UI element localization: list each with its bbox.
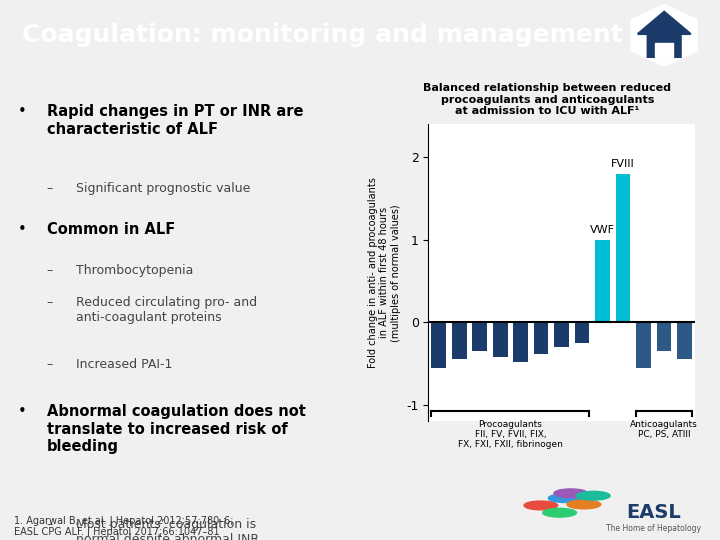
- Bar: [472, 322, 487, 351]
- Text: –: –: [47, 357, 53, 370]
- Bar: [678, 322, 692, 359]
- Text: Common in ALF: Common in ALF: [47, 222, 175, 237]
- Text: •: •: [18, 222, 27, 237]
- Bar: [636, 322, 651, 368]
- Text: •: •: [18, 404, 27, 420]
- Y-axis label: Fold change in anti- and procoagulants
in ALF within first 48 hours
(multiples o: Fold change in anti- and procoagulants i…: [367, 177, 401, 368]
- Text: Significant prognostic value: Significant prognostic value: [76, 183, 250, 195]
- Text: FVIII: FVIII: [611, 159, 635, 168]
- Circle shape: [543, 508, 577, 517]
- Text: –: –: [47, 183, 53, 195]
- Text: Anticoagulants
PC, PS, ATIII: Anticoagulants PC, PS, ATIII: [630, 420, 698, 439]
- Bar: [595, 240, 610, 322]
- Text: Coagulation: monitoring and management: Coagulation: monitoring and management: [22, 23, 622, 47]
- Text: •: •: [18, 104, 27, 119]
- Text: Increased PAI-1: Increased PAI-1: [76, 357, 172, 370]
- Polygon shape: [638, 12, 690, 34]
- Bar: [616, 174, 631, 322]
- Text: Most patients’ coagulation is
normal despite abnormal INR
and PT: Most patients’ coagulation is normal des…: [76, 518, 258, 540]
- Text: Balanced relationship between reduced
procoagulants and anticoagulants
at admiss: Balanced relationship between reduced pr…: [423, 83, 671, 117]
- Circle shape: [577, 491, 610, 500]
- Bar: [451, 322, 467, 359]
- Text: The Home of Hepatology: The Home of Hepatology: [606, 524, 701, 534]
- Circle shape: [549, 494, 582, 503]
- Text: –: –: [47, 296, 53, 309]
- Bar: [657, 322, 672, 351]
- Text: Abnormal coagulation does not
translate to increased risk of
bleeding: Abnormal coagulation does not translate …: [47, 404, 306, 454]
- Circle shape: [524, 501, 558, 510]
- Polygon shape: [648, 21, 681, 57]
- Bar: [513, 322, 528, 362]
- Bar: [431, 322, 446, 368]
- Bar: [554, 322, 569, 347]
- Text: EASL: EASL: [626, 503, 680, 522]
- Text: Reduced circulating pro- and
anti-coagulant proteins: Reduced circulating pro- and anti-coagul…: [76, 296, 257, 324]
- Text: VWF: VWF: [590, 225, 615, 235]
- Bar: [534, 322, 549, 354]
- Text: –: –: [47, 264, 53, 277]
- Text: –: –: [47, 518, 53, 531]
- Circle shape: [554, 489, 588, 498]
- Polygon shape: [631, 4, 697, 66]
- Circle shape: [567, 500, 600, 509]
- Text: Thrombocytopenia: Thrombocytopenia: [76, 264, 193, 277]
- Polygon shape: [655, 44, 673, 57]
- Bar: [492, 322, 508, 357]
- Text: Procoagulants
FII, FV, FVII, FIX,
FX, FXI, FXII, fibrinogen: Procoagulants FII, FV, FVII, FIX, FX, FX…: [458, 420, 563, 449]
- Text: 1. Agarwal B, et al. J Hepatol 2012;57:780–6;
EASL CPG ALF. J Hepatol 2017;66:10: 1. Agarwal B, et al. J Hepatol 2012;57:7…: [14, 516, 234, 537]
- Text: Rapid changes in PT or INR are
characteristic of ALF: Rapid changes in PT or INR are character…: [47, 104, 303, 137]
- Bar: [575, 322, 590, 343]
